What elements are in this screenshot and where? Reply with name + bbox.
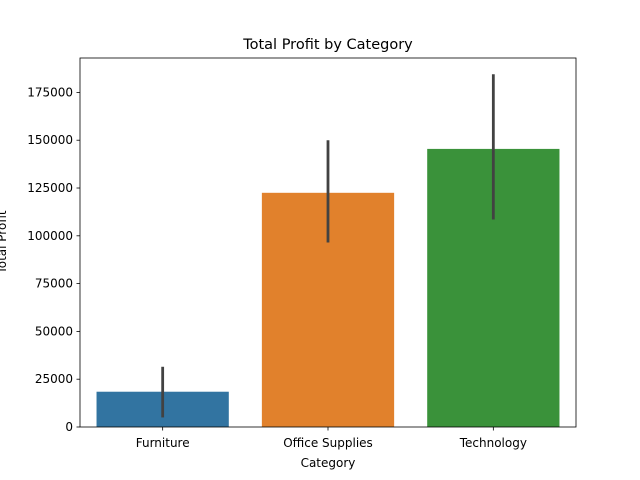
chart-title: Total Profit by Category xyxy=(242,37,413,53)
y-tick-label: 125000 xyxy=(27,181,73,195)
y-tick-label: 25000 xyxy=(35,372,73,386)
y-tick-label: 75000 xyxy=(35,277,73,291)
y-axis-label: Total Profit xyxy=(0,210,9,274)
y-tick-label: 50000 xyxy=(35,324,73,338)
y-tick-label: 0 xyxy=(65,420,73,434)
x-axis-label: Category xyxy=(301,456,356,470)
y-tick-label: 175000 xyxy=(27,85,73,99)
y-tick-label: 100000 xyxy=(27,229,73,243)
x-tick-label: Furniture xyxy=(136,436,190,450)
y-tick-label: 150000 xyxy=(27,133,73,147)
plot-area: 0 25000 50000 75000 100000 125000 150000 175000… xyxy=(27,57,577,450)
x-tick-label: Office Supplies xyxy=(283,436,373,450)
x-tick-label: Technology xyxy=(459,436,527,450)
